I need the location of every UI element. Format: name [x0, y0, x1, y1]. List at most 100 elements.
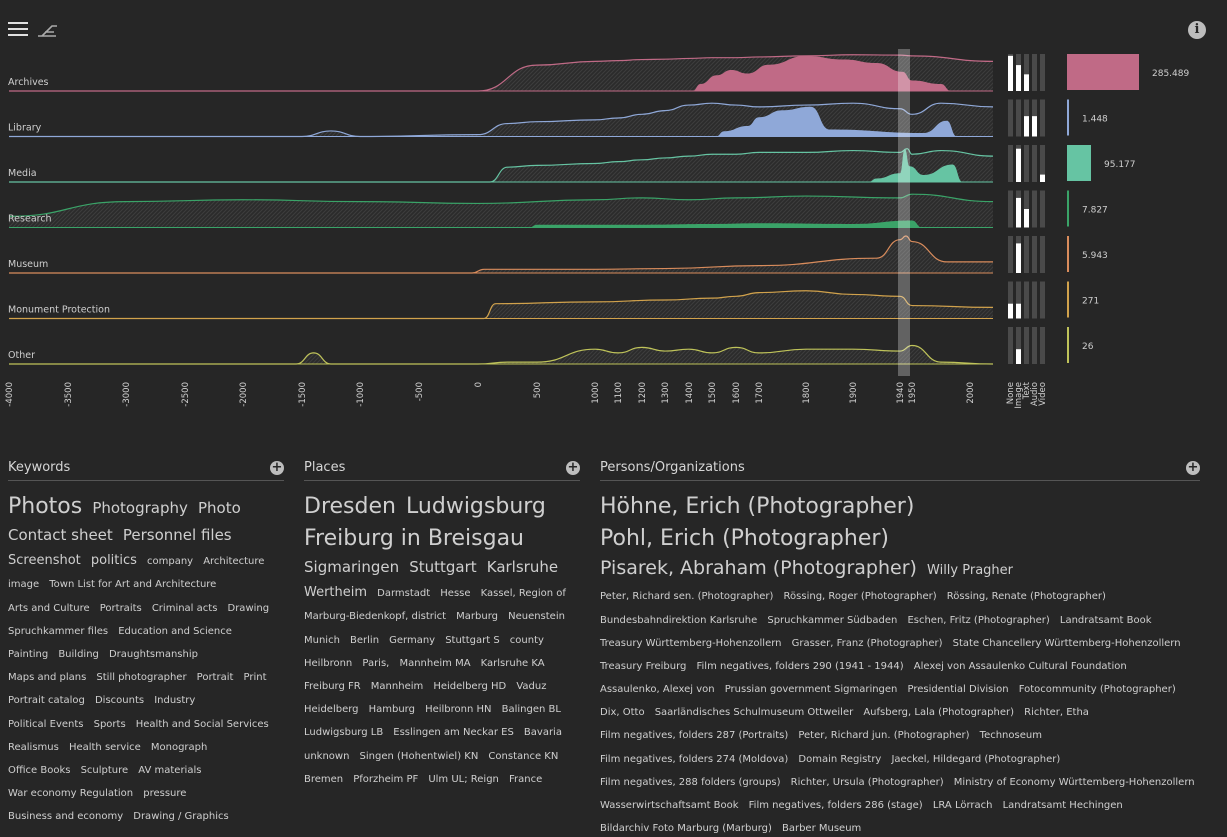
media-bar-image[interactable]: [1016, 197, 1021, 228]
places-tag[interactable]: Ludwigsburg LB: [304, 727, 384, 739]
persons-tag[interactable]: Treasury Württemberg-Hohenzollern: [600, 637, 782, 649]
places-expand-icon[interactable]: +: [566, 459, 580, 475]
places-tag[interactable]: Heilbronn: [304, 657, 353, 669]
places-tag[interactable]: unknown: [304, 750, 350, 762]
media-bar-none[interactable]: [1008, 55, 1013, 91]
persons-tag[interactable]: Film negatives, folders 290 (1941 - 1944…: [696, 660, 904, 672]
places-tag[interactable]: county: [509, 634, 544, 646]
keywords-tag[interactable]: Painting: [8, 649, 49, 661]
media-bar-text[interactable]: [1024, 116, 1029, 137]
media-bar-image[interactable]: [1016, 65, 1021, 91]
keywords-tag[interactable]: Arts and Culture: [8, 602, 90, 614]
keywords-tag[interactable]: Maps and plans: [8, 672, 87, 684]
media-bar-image[interactable]: [1016, 303, 1021, 319]
series-row-monument-protection[interactable]: Monument Protection 271: [8, 281, 1099, 320]
places-tag[interactable]: Bavaria: [523, 727, 562, 739]
places-tag[interactable]: Darmstadt: [377, 587, 431, 599]
places-tag[interactable]: Marburg-Biedenkopf, district: [304, 611, 447, 623]
persons-tag[interactable]: Grasser, Franz (Photographer): [791, 637, 943, 649]
keywords-tag[interactable]: Realismus: [8, 741, 59, 753]
keywords-tag[interactable]: Criminal acts: [151, 602, 218, 614]
keywords-tag[interactable]: Photos: [8, 494, 83, 519]
keywords-tag[interactable]: Sculpture: [80, 764, 129, 776]
persons-tag[interactable]: Richter, Ursula (Photographer): [790, 776, 944, 788]
places-tag[interactable]: Karlsruhe: [486, 557, 559, 576]
places-tag[interactable]: Ludwigsburg: [406, 494, 546, 519]
persons-tag[interactable]: Bildarchiv Foto Marburg (Marburg): [600, 823, 772, 835]
places-tag[interactable]: Wertheim: [304, 584, 368, 600]
persons-tag[interactable]: Film negatives, folders 287 (Portraits): [600, 730, 789, 742]
places-tag[interactable]: Balingen BL: [501, 704, 561, 716]
places-tag[interactable]: Stuttgart S: [445, 634, 500, 646]
timeline-chart[interactable]: Archives 285.489 Library 1.448 Media 95.177 Re…: [0, 0, 1227, 440]
places-tag[interactable]: Esslingen am Neckar ES: [393, 727, 514, 739]
persons-tag[interactable]: Willy Pragher: [927, 562, 1014, 578]
keywords-tag[interactable]: politics: [90, 552, 137, 568]
persons-tag[interactable]: Pisarek, Abraham (Photographer): [600, 556, 917, 579]
keywords-tag[interactable]: company: [147, 555, 194, 567]
series-row-library[interactable]: Library 1.448: [8, 99, 1108, 138]
persons-tag[interactable]: Technoseum: [979, 730, 1042, 742]
persons-tag[interactable]: Pohl, Erich (Photographer): [600, 525, 889, 551]
series-row-archives[interactable]: Archives 285.489: [8, 54, 1189, 92]
media-bar-video[interactable]: [1040, 174, 1045, 182]
persons-tag[interactable]: Barber Museum: [781, 823, 862, 835]
series-row-other[interactable]: Other 26: [8, 327, 1094, 365]
info-icon[interactable]: i: [1188, 21, 1206, 39]
keywords-tag[interactable]: Architecture: [203, 555, 265, 567]
keywords-tag[interactable]: Health service: [68, 741, 141, 753]
keywords-tag[interactable]: Personnel files: [122, 525, 232, 544]
persons-tag[interactable]: Spruchkammer Südbaden: [767, 614, 898, 626]
keywords-tag[interactable]: Industry: [154, 695, 196, 707]
count-bar[interactable]: [1067, 236, 1069, 272]
keywords-tag[interactable]: Political Events: [8, 718, 84, 730]
places-tag[interactable]: Constance KN: [488, 750, 559, 762]
keywords-tag[interactable]: Portraits: [99, 602, 142, 614]
persons-expand-icon[interactable]: +: [1186, 459, 1200, 475]
places-tag[interactable]: Kassel, Region of: [480, 587, 566, 599]
media-bar-text[interactable]: [1024, 209, 1029, 228]
persons-tag[interactable]: Landratsamt Book: [1059, 614, 1152, 626]
persons-tag[interactable]: Peter, Richard sen. (Photographer): [600, 591, 774, 603]
places-tag[interactable]: Freiburg in Breisgau: [304, 525, 524, 551]
places-tag[interactable]: Hesse: [440, 587, 471, 599]
places-tag[interactable]: Neuenstein: [508, 611, 565, 623]
series-row-research[interactable]: Research 7.827: [8, 190, 1108, 228]
keywords-tag[interactable]: Discounts: [94, 695, 145, 707]
media-bar-none[interactable]: [1008, 303, 1013, 319]
places-tag[interactable]: Vaduz: [516, 680, 547, 692]
persons-tag[interactable]: Aufsberg, Lala (Photographer): [863, 707, 1015, 719]
persons-tag[interactable]: Domain Registry: [798, 753, 882, 765]
places-tag[interactable]: Mannheim MA: [399, 657, 471, 669]
places-tag[interactable]: Dresden: [304, 494, 396, 519]
series-row-museum[interactable]: Museum 5.943: [8, 235, 1108, 274]
keywords-tag[interactable]: Screenshot: [8, 552, 81, 568]
places-tag[interactable]: Pforzheim PF: [353, 773, 419, 785]
persons-tag[interactable]: Jaeckel, Hildegard (Photographer): [891, 753, 1061, 765]
persons-tag[interactable]: Film negatives, folders 286 (stage): [748, 800, 923, 812]
places-tag[interactable]: Heilbronn HN: [425, 704, 492, 716]
keywords-tag[interactable]: Education and Science: [118, 625, 232, 637]
keywords-tag[interactable]: Office Books: [8, 764, 71, 776]
places-tag[interactable]: Karlsruhe KA: [480, 657, 545, 669]
persons-tag[interactable]: Eschen, Fritz (Photographer): [907, 614, 1050, 626]
keywords-tag[interactable]: Town List for Art and Architecture: [49, 579, 217, 591]
persons-tag[interactable]: LRA Lörrach: [932, 800, 993, 812]
persons-tag[interactable]: State Chancellery Württemberg-Hohenzolle…: [952, 637, 1181, 649]
keywords-tag[interactable]: Spruchkammer files: [8, 625, 109, 637]
keywords-tag[interactable]: image: [8, 579, 40, 591]
places-tag[interactable]: Berlin: [350, 634, 380, 646]
keywords-tag[interactable]: Building: [58, 649, 99, 661]
persons-tag[interactable]: Höhne, Erich (Photographer): [600, 494, 915, 519]
persons-tag[interactable]: Alexej von Assaulenko Cultural Foundatio…: [913, 660, 1127, 672]
keywords-tag[interactable]: AV materials: [138, 764, 202, 776]
places-tag[interactable]: Heidelberg HD: [433, 680, 507, 692]
media-bar-image[interactable]: [1016, 243, 1021, 273]
persons-tag[interactable]: Treasury Freiburg: [600, 660, 687, 672]
keywords-tag[interactable]: Print: [243, 672, 267, 684]
keywords-tag[interactable]: Portrait catalog: [8, 695, 85, 707]
places-tag[interactable]: Germany: [389, 634, 436, 646]
places-tag[interactable]: Munich: [304, 634, 340, 646]
series-row-media[interactable]: Media 95.177: [8, 145, 1136, 183]
places-tag[interactable]: Stuttgart: [409, 557, 477, 576]
